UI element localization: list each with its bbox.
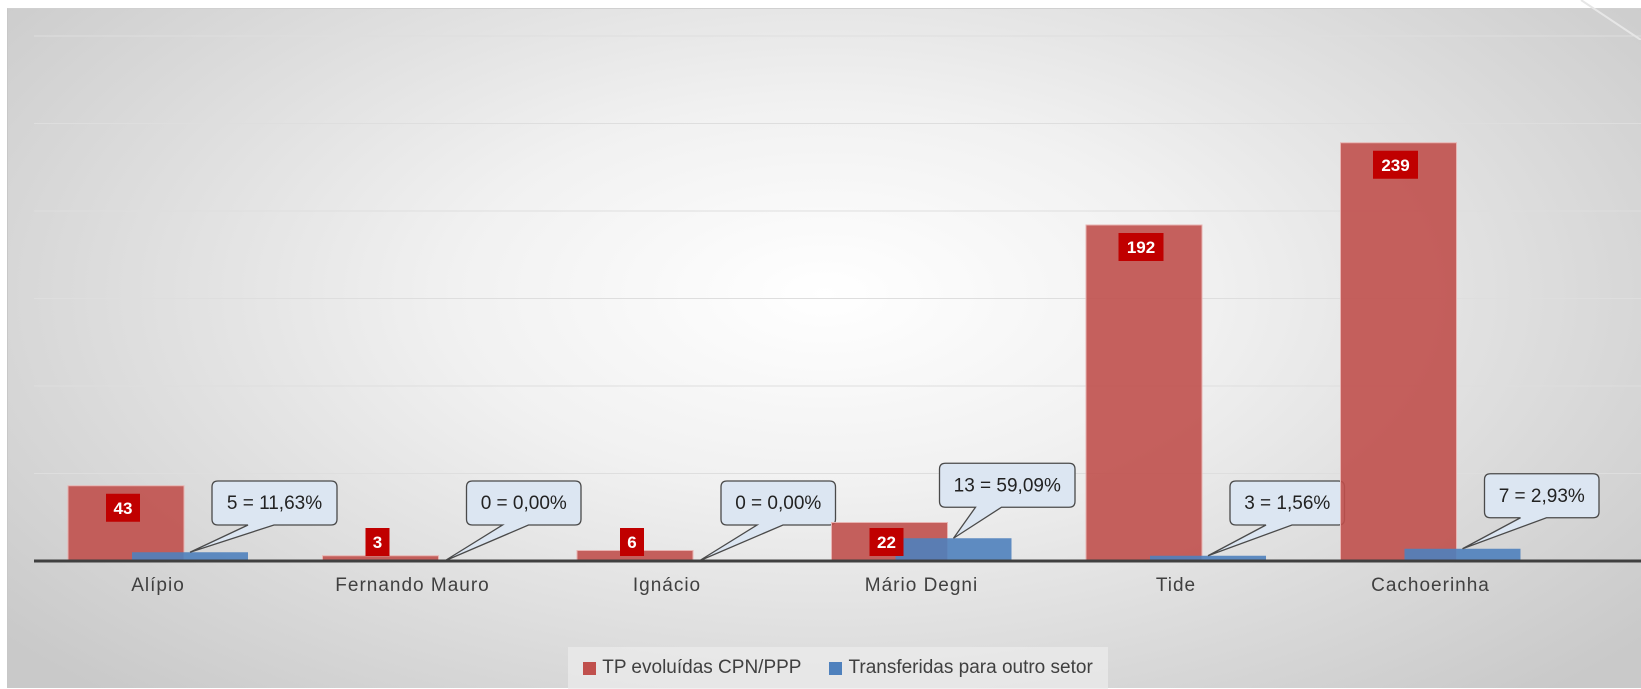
- bar-series-1-4: [1085, 224, 1203, 562]
- data-label-series-2-1: 0 = 0,00%: [481, 493, 567, 514]
- legend-label-series-1: TP evoluídas CPN/PPP: [602, 657, 802, 678]
- legend-swatch-series-2: [829, 661, 843, 675]
- data-label-callout-series-2-5: [1462, 473, 1600, 550]
- legend-label-series-2: Transferidas para outro setor: [848, 657, 1093, 678]
- data-label-series-1-3: 22: [877, 533, 896, 552]
- corner-decoration: [1580, 0, 1641, 40]
- data-label-badge-series-1-4: [1118, 233, 1164, 261]
- data-label-series-2-2: 0 = 0,00%: [735, 493, 821, 514]
- bar-series-2-4: [1150, 555, 1266, 561]
- bar-series-2-3: [895, 538, 1012, 561]
- data-label-series-1-1: 3: [373, 533, 382, 552]
- bar-chart: 43 5 = 11,63% Alípio 3 0 = 0,00% Fernando Mau…: [34, 35, 1641, 596]
- data-label-callout-series-2-2: [698, 480, 837, 562]
- data-label-series-2-3: 13 = 59,09%: [954, 475, 1061, 496]
- legend-item-series-2: Transferidas para outro setor: [829, 657, 1093, 679]
- x-tick-label-5: Cachoerinha: [1371, 575, 1490, 596]
- x-tick-label-0: Alípio: [131, 575, 185, 596]
- data-label-callout-series-2-1: [444, 480, 582, 562]
- data-label-series-2-5: 7 = 2,93%: [1499, 486, 1585, 507]
- data-label-badge-series-1-2: [620, 528, 644, 556]
- data-label-badge-series-1-5: [1373, 150, 1418, 179]
- data-label-series-2-0: 5 = 11,63%: [227, 493, 322, 514]
- legend-swatch-series-1: [583, 661, 597, 675]
- data-label-series-2-4: 3 = 1,56%: [1244, 493, 1330, 514]
- data-label-callout-series-2-3: [938, 462, 1076, 539]
- legend-item-series-1: TP evoluídas CPN/PPP: [583, 657, 801, 679]
- x-tick-label-1: Fernando Mauro: [335, 575, 489, 596]
- bar-series-2-5: [1404, 548, 1521, 561]
- data-label-series-1-0: 43: [114, 499, 133, 518]
- chart-area: 43 5 = 11,63% Alípio 3 0 = 0,00% Fernando Mau…: [7, 8, 1641, 689]
- data-label-series-1-2: 6: [627, 533, 636, 552]
- data-label-badge-series-1-1: [365, 528, 390, 556]
- bar-series-1-5: [1340, 142, 1457, 562]
- x-tick-label-4: Tide: [1156, 575, 1196, 596]
- data-label-callout-series-2-0: [189, 480, 338, 553]
- legend: TP evoluídas CPN/PPP Transferidas para o…: [568, 647, 1108, 689]
- x-tick-label-2: Ignácio: [633, 575, 701, 596]
- bar-series-2-0: [132, 552, 248, 561]
- data-label-badge-series-1-0: [106, 493, 140, 522]
- data-label-series-1-5: 239: [1381, 156, 1409, 175]
- x-tick-label-3: Mário Degni: [865, 575, 978, 596]
- data-label-badge-series-1-3: [869, 528, 904, 556]
- data-label-series-1-4: 192: [1127, 238, 1155, 257]
